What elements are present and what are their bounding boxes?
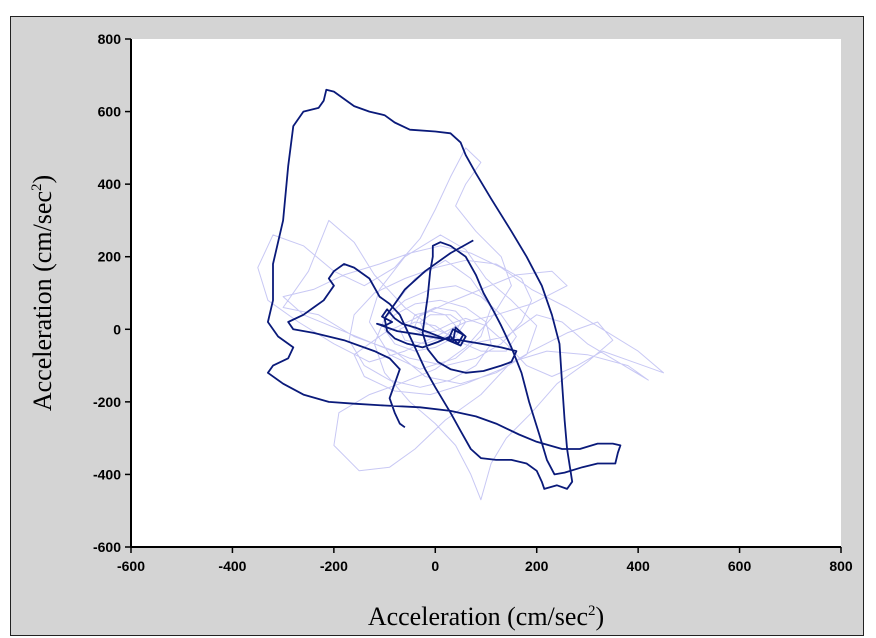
y-tick-group: -600 -400 -200 0 200 400 600 800 bbox=[93, 31, 131, 555]
y-tick-label: -400 bbox=[93, 466, 121, 482]
x-tick-label: 600 bbox=[728, 558, 752, 574]
x-tick-label: 800 bbox=[829, 558, 853, 574]
y-axis-title-sup: 2 bbox=[29, 184, 45, 192]
y-tick-label: 400 bbox=[98, 176, 122, 192]
plot-area bbox=[131, 39, 841, 547]
x-axis-title-close: ) bbox=[595, 602, 604, 631]
x-axis-title: Acceleration (cm/sec2) bbox=[368, 602, 604, 631]
x-tick-label: 400 bbox=[626, 558, 650, 574]
y-axis-title: Acceleration (cm/sec2) bbox=[28, 175, 57, 411]
x-tick-label: 0 bbox=[431, 558, 439, 574]
x-tick-label: 200 bbox=[525, 558, 549, 574]
y-tick-label: 600 bbox=[98, 104, 122, 120]
y-tick-label: 200 bbox=[98, 249, 122, 265]
x-tick-label: -400 bbox=[218, 558, 246, 574]
chart-svg: -600 -400 -200 0 200 400 600 800 -600 -400 -200 0 2… bbox=[28, 31, 853, 631]
chart-frame: -600 -400 -200 0 200 400 600 800 -600 -400 -200 0 2… bbox=[10, 16, 864, 636]
y-axis-title-close: ) bbox=[28, 175, 57, 184]
x-axis-title-base: Acceleration (cm/sec bbox=[368, 602, 588, 631]
x-tick-label: -200 bbox=[320, 558, 348, 574]
y-tick-label: -200 bbox=[93, 394, 121, 410]
background-trace-line bbox=[257, 147, 664, 501]
y-tick-label: 0 bbox=[113, 321, 121, 337]
x-tick-group: -600 -400 -200 0 200 400 600 800 bbox=[117, 547, 853, 574]
y-axis-title-base: Acceleration (cm/sec bbox=[28, 191, 57, 411]
x-tick-label: -600 bbox=[117, 558, 145, 574]
y-tick-label: 800 bbox=[98, 31, 122, 47]
series-layer bbox=[257, 88, 664, 501]
y-tick-label: -600 bbox=[93, 539, 121, 555]
highlighted-trace-line bbox=[266, 88, 622, 490]
x-axis-title-sup: 2 bbox=[588, 603, 596, 619]
